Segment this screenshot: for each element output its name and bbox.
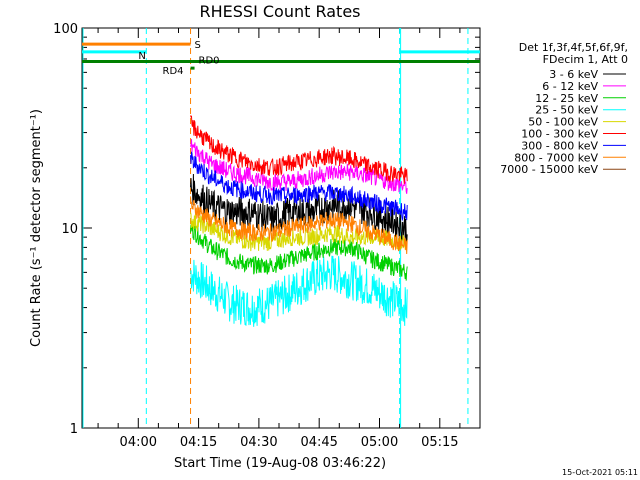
legend-entry-label: 6 - 12 keV xyxy=(542,80,598,93)
x-tick-label: 05:00 xyxy=(361,435,398,450)
x-tick-label: 04:30 xyxy=(240,435,277,450)
state-bar-label: RD0 xyxy=(199,55,220,66)
series-line-12to25kev xyxy=(190,223,408,281)
state-bar-label: S xyxy=(195,40,201,51)
series-line-25to50kev xyxy=(190,255,408,327)
series-line-300to800kev xyxy=(190,151,408,222)
x-axis-label: Start Time (19-Aug-08 03:46:22) xyxy=(174,456,386,471)
footer-date: 15-Oct-2021 05:11 xyxy=(562,468,638,477)
x-tick-label: 04:15 xyxy=(180,435,217,450)
state-bar-label: RD4 xyxy=(163,66,184,77)
y-tick-label: 10 xyxy=(61,222,78,237)
series-line-50to100kev xyxy=(190,212,408,252)
y-axis-label: Count Rate (s⁻¹ detector segment⁻¹) xyxy=(29,109,44,347)
series-line-800to7000kev xyxy=(190,196,408,255)
y-tick-label: 100 xyxy=(53,22,78,37)
legend-entry-label: 12 - 25 keV xyxy=(535,92,598,105)
legend-header-line-1: Det 1f,3f,4f,5f,6f,9f, xyxy=(519,41,628,54)
state-bar-label: N xyxy=(138,51,145,62)
legend-entry-label: 7000 - 15000 keV xyxy=(500,163,598,176)
chart-title: RHESSI Count Rates xyxy=(200,2,361,21)
legend-header-line-2: FDecim 1, Att 0 xyxy=(543,53,628,66)
legend-entry-label: 800 - 7000 keV xyxy=(514,151,598,164)
legend-entry-label: 300 - 800 keV xyxy=(521,139,598,152)
x-tick-label: 04:00 xyxy=(120,435,157,450)
legend-entry-label: 50 - 100 keV xyxy=(528,116,598,129)
x-tick-label: 05:15 xyxy=(421,435,458,450)
legend-entry-label: 25 - 50 keV xyxy=(535,104,598,117)
series-line-100to300kev xyxy=(190,115,408,184)
legend-entry-label: 100 - 300 keV xyxy=(521,128,598,141)
x-tick-label: 04:45 xyxy=(300,435,337,450)
y-tick-label: 1 xyxy=(70,422,78,437)
series-line-3to6kev xyxy=(190,173,408,244)
legend-entry-label: 3 - 6 keV xyxy=(549,68,598,81)
plot-frame xyxy=(81,27,481,429)
